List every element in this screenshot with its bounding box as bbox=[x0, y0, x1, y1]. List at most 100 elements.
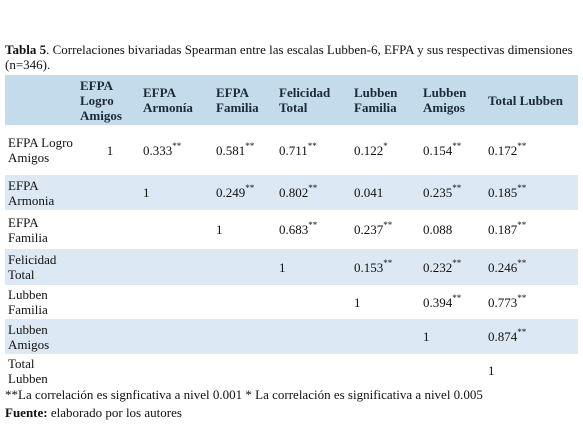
cell-value: 0.237 bbox=[354, 222, 384, 237]
significance: ** bbox=[517, 327, 527, 337]
cell-value: 0.232 bbox=[423, 259, 453, 275]
cell-value: 0.172 bbox=[488, 142, 518, 158]
cell-value: 1 bbox=[488, 363, 495, 378]
column-header: EFPA Familia bbox=[213, 75, 276, 125]
cell bbox=[213, 319, 276, 354]
row-label: Lubben Familia bbox=[8, 287, 48, 317]
significance: ** bbox=[452, 292, 462, 303]
table-row: Total Lubben 1 bbox=[5, 354, 578, 387]
cell: 0.122* bbox=[351, 125, 420, 175]
cell: 0.333** bbox=[140, 125, 213, 175]
significance: ** bbox=[517, 257, 527, 268]
cell bbox=[77, 354, 140, 387]
cell bbox=[351, 354, 420, 387]
cell: 0.187** bbox=[485, 210, 578, 249]
cell-value: 0.185 bbox=[488, 185, 518, 200]
cell-value: 0.235 bbox=[423, 185, 453, 200]
cell: 0.153** bbox=[351, 249, 420, 285]
cell bbox=[140, 210, 213, 249]
cell-value: 0.153 bbox=[354, 259, 384, 275]
cell: 0.581** bbox=[213, 125, 276, 175]
cell: 1 bbox=[77, 125, 140, 175]
cell: 0.154** bbox=[420, 125, 485, 175]
cell-value: 1 bbox=[106, 142, 114, 158]
cell: 0.246** bbox=[485, 249, 578, 285]
source-text: elaborado por los autores bbox=[47, 405, 182, 420]
cell-value: 0.088 bbox=[423, 222, 453, 237]
cell bbox=[420, 354, 485, 387]
table-row: EFPA Familia 1 0.683** 0.237** 0.088 0.187** bbox=[5, 210, 578, 249]
row-label: Felicidad Total bbox=[5, 249, 77, 285]
cell-value: 0.683 bbox=[279, 222, 309, 237]
source-label: Fuente: bbox=[5, 405, 48, 420]
significance: ** bbox=[245, 140, 255, 151]
cell bbox=[77, 249, 140, 285]
significance: ** bbox=[383, 220, 393, 230]
cell: 0.773** bbox=[485, 285, 578, 319]
cell-value: 0.773 bbox=[488, 294, 518, 310]
caption-text: . Correlaciones bivariadas Spearman entr… bbox=[5, 42, 573, 72]
significance: ** bbox=[517, 183, 527, 193]
header-corner bbox=[5, 75, 77, 125]
significance: ** bbox=[308, 220, 318, 230]
cell: 0.802** bbox=[276, 175, 351, 210]
cell: 1 bbox=[213, 210, 276, 249]
row-label: EFPA Logro Amigos bbox=[8, 135, 73, 165]
cell-value: 1 bbox=[216, 222, 223, 237]
cell: 1 bbox=[420, 319, 485, 354]
cell: 0.874** bbox=[485, 319, 578, 354]
column-header: Total Lubben bbox=[485, 75, 578, 125]
cell-value: 0.581 bbox=[216, 142, 246, 158]
cell bbox=[77, 319, 140, 354]
cell bbox=[140, 354, 213, 387]
cell-value: 1 bbox=[354, 294, 361, 310]
row-label: Lubben Amigos bbox=[5, 319, 77, 354]
significance: ** bbox=[307, 140, 317, 151]
cell bbox=[77, 175, 140, 210]
table-row: Lubben Familia 1 0.394** 0.773** bbox=[5, 285, 578, 319]
cell-value: 1 bbox=[143, 185, 150, 200]
caption-label: Tabla 5 bbox=[5, 42, 47, 57]
cell bbox=[213, 285, 276, 319]
cell: 0.249** bbox=[213, 175, 276, 210]
significance: * bbox=[383, 140, 388, 151]
cell-value: 1 bbox=[279, 259, 286, 275]
significance: ** bbox=[517, 292, 527, 303]
significance: ** bbox=[452, 183, 462, 193]
cell: 0.711** bbox=[276, 125, 351, 175]
column-header: Felicidad Total bbox=[276, 75, 351, 125]
table-body: EFPA Logro Amigos 1 0.333** 0.581** 0.711** 0… bbox=[5, 125, 578, 387]
correlation-table: EFPA Logro Amigos EFPA Armonía EFPA Famili… bbox=[5, 75, 578, 387]
cell: 0.172** bbox=[485, 125, 578, 175]
significance: ** bbox=[308, 183, 318, 193]
cell-value: 0.711 bbox=[279, 142, 308, 158]
significance: ** bbox=[452, 140, 462, 151]
cell-value: 0.249 bbox=[216, 185, 246, 200]
cell: 0.235** bbox=[420, 175, 485, 210]
cell: 0.683** bbox=[276, 210, 351, 249]
table-row: Felicidad Total 1 0.153** 0.232** 0.246** bbox=[5, 249, 578, 285]
cell bbox=[351, 319, 420, 354]
column-header: EFPA Logro Amigos bbox=[77, 75, 140, 125]
cell-value: 1 bbox=[423, 329, 430, 344]
significance: ** bbox=[517, 140, 527, 151]
header-row: EFPA Logro Amigos EFPA Armonía EFPA Famili… bbox=[5, 75, 578, 125]
significance: ** bbox=[245, 183, 255, 193]
cell bbox=[77, 210, 140, 249]
column-header: Lubben Amigos bbox=[420, 75, 485, 125]
significance: ** bbox=[452, 257, 462, 268]
table-row: EFPA Armonia 1 0.249** 0.802** 0.041 0.235** 0… bbox=[5, 175, 578, 210]
row-label: Total Lubben bbox=[8, 355, 48, 386]
cell-value: 0.802 bbox=[279, 185, 309, 200]
table-row: EFPA Logro Amigos 1 0.333** 0.581** 0.711** 0… bbox=[5, 125, 578, 175]
caption: Tabla 5. Correlaciones bivariadas Spearm… bbox=[5, 42, 578, 72]
table-row: Lubben Amigos 1 0.874** bbox=[5, 319, 578, 354]
cell: 1 bbox=[351, 285, 420, 319]
significance: ** bbox=[517, 220, 527, 230]
row-label: EFPA Familia bbox=[8, 214, 48, 245]
cell bbox=[276, 285, 351, 319]
note: **La correlación es signficativa a nivel… bbox=[5, 387, 483, 402]
cell bbox=[140, 285, 213, 319]
